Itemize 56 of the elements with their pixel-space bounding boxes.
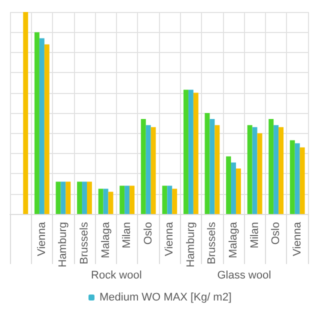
x-tick-label: Brussels — [78, 222, 90, 264]
bar — [167, 186, 172, 214]
bar — [124, 186, 130, 214]
bar — [120, 186, 125, 214]
bar — [44, 44, 50, 214]
bar — [290, 140, 295, 214]
bar — [56, 182, 61, 214]
bar — [204, 113, 210, 214]
bar — [252, 127, 258, 214]
text: Rock wool — [91, 270, 142, 282]
text: Glass wool — [217, 270, 272, 282]
bar — [257, 133, 262, 214]
legend-label: Medium WO MAX [Kg/ m2] — [99, 292, 232, 304]
bar — [278, 127, 284, 214]
bar — [23, 12, 28, 214]
bar — [231, 162, 236, 214]
bar — [60, 182, 66, 214]
bar — [300, 147, 305, 214]
x-tick-label: Milan — [248, 222, 261, 248]
bar — [103, 188, 108, 214]
x-tick-label: Vienna — [291, 221, 304, 256]
x-tick-label: Vienna — [36, 221, 48, 256]
bar — [130, 186, 135, 214]
bar — [214, 125, 220, 214]
x-tick-label: Brussels — [206, 222, 218, 264]
x-tick-label: Malaga — [100, 221, 112, 258]
bar — [188, 90, 194, 214]
x-tick-label: Oslo — [142, 222, 154, 245]
bar — [140, 119, 146, 214]
bar — [226, 156, 232, 214]
bar — [66, 182, 71, 214]
bar — [183, 90, 188, 214]
x-tick-label: Hamburg — [184, 222, 197, 268]
x-tick-label: Malaga — [228, 221, 240, 258]
x-tick-label: Hamburg — [57, 222, 70, 268]
bar — [150, 127, 156, 214]
bar — [172, 188, 178, 214]
bar — [77, 182, 82, 214]
bar — [34, 32, 40, 214]
bar — [162, 186, 168, 214]
x-tick-label: Oslo — [270, 222, 282, 245]
bar — [236, 168, 241, 214]
bar — [274, 125, 279, 214]
bar — [39, 38, 44, 214]
bar — [210, 119, 215, 214]
bar — [294, 143, 300, 214]
bar — [247, 125, 252, 214]
bar — [98, 188, 104, 214]
x-tick-label: Milan — [121, 222, 134, 248]
x-tick-label: Vienna — [164, 221, 176, 256]
bar — [268, 119, 274, 214]
bar — [146, 125, 151, 214]
bar — [86, 182, 92, 214]
bar — [108, 192, 114, 214]
bar — [193, 92, 198, 214]
bar — [82, 182, 87, 214]
